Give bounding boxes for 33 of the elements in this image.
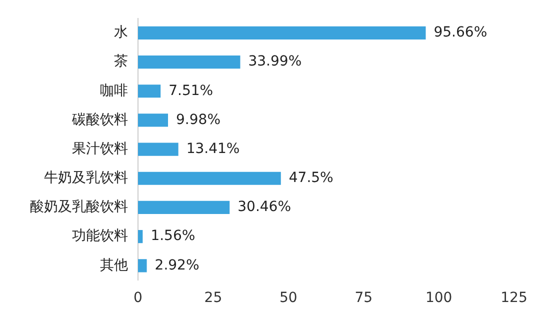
- x-tick-label: 75: [354, 290, 373, 306]
- y-tick-label: 其他: [100, 257, 128, 274]
- y-tick-label: 酸奶及乳酸饮料: [30, 199, 128, 216]
- bar: [138, 114, 168, 127]
- y-tick-label: 水: [114, 24, 128, 41]
- data-label: 7.51%: [168, 82, 214, 99]
- bar: [138, 84, 161, 98]
- x-tick-label: 100: [425, 290, 452, 306]
- bar: [138, 230, 143, 244]
- bar: [138, 172, 281, 185]
- x-tick-label: 50: [279, 290, 298, 306]
- bar: [138, 259, 147, 272]
- data-label: 30.46%: [238, 199, 292, 216]
- data-label: 9.98%: [176, 112, 221, 128]
- y-tick-label: 牛奶及乳饮料: [44, 170, 128, 186]
- data-label: 13.41%: [186, 140, 240, 157]
- data-label: 95.66%: [434, 24, 488, 41]
- y-tick-label: 茶: [114, 54, 128, 70]
- y-tick-label: 果汁饮料: [72, 140, 128, 157]
- x-tick-label: 125: [500, 290, 528, 306]
- bar: [138, 200, 230, 214]
- x-tick-label: 25: [204, 290, 222, 306]
- x-tick-label: 0: [134, 290, 142, 306]
- y-tick-label: 咖啡: [100, 82, 128, 99]
- data-label: 1.56%: [150, 228, 196, 244]
- data-label: 2.92%: [154, 257, 200, 274]
- data-label: 33.99%: [248, 54, 302, 70]
- y-tick-label: 功能饮料: [72, 228, 128, 244]
- bar: [138, 55, 240, 69]
- y-tick-label: 碳酸饮料: [71, 112, 128, 128]
- bar: [138, 26, 426, 40]
- bar: [138, 142, 178, 156]
- data-label: 47.5%: [288, 170, 334, 186]
